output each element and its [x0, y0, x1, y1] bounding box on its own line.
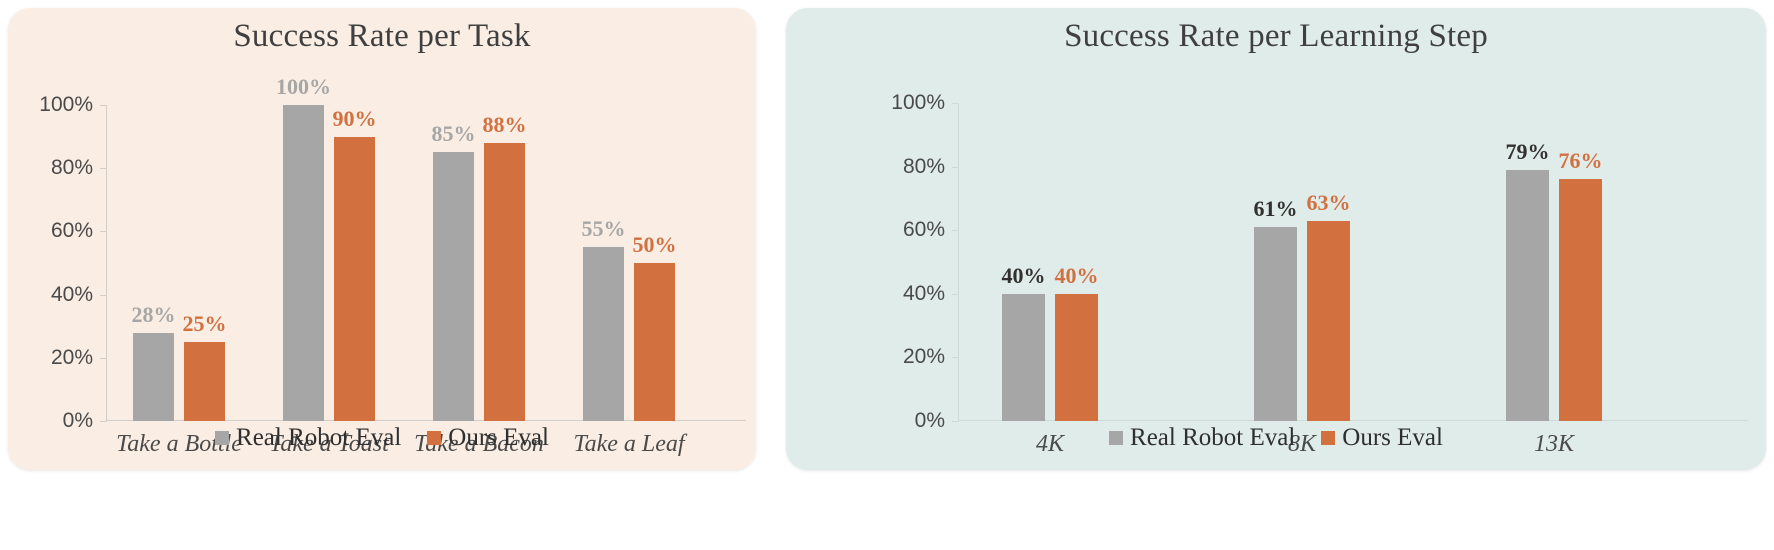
bar-value-label: 50% [632, 232, 677, 257]
bar-real-robot-eval: 61% [1254, 196, 1298, 421]
bar-value-label: 88% [482, 111, 527, 137]
chart-panel-success-rate-per-learning-step: Success Rate per Learning Step 0% 20% 40% 6… [786, 8, 1766, 470]
bar-group: 61% 63% 8K [1254, 103, 1351, 457]
legend-swatch-icon [427, 431, 442, 445]
category-label: 8K [1287, 431, 1317, 457]
bar-value-label: 76% [1558, 148, 1603, 174]
bar-real-robot-eval: 79% [1506, 139, 1550, 421]
bar-value-label: 25% [182, 311, 227, 336]
legend-item-real-robot-eval[interactable]: Real Robot Eval [215, 424, 401, 452]
bar-value-label: 100% [276, 74, 331, 99]
legend-label: Ours Eval [448, 424, 549, 451]
category-label: Take a Toast [269, 431, 389, 457]
legend-item-ours-eval[interactable]: Ours Eval [427, 424, 549, 452]
bar-value-label: 55% [581, 216, 626, 242]
bar-value-label: 79% [1505, 138, 1550, 164]
bar-real-robot-eval: 85% [432, 121, 476, 421]
chart-panel-success-rate-per-task: Success Rate per Task 0% 20% 40% 60% 80% 100%… [8, 8, 756, 470]
y-tick-mark [952, 103, 959, 104]
legend-item-ours-eval[interactable]: Ours Eval [1321, 424, 1443, 452]
y-tick-mark [952, 421, 959, 422]
legend-label: Real Robot Eval [236, 424, 402, 451]
y-tick-label: 60% [902, 218, 945, 242]
y-tick-label: 40% [902, 281, 945, 305]
x-axis-line-left [106, 420, 746, 421]
y-tick-mark [100, 231, 107, 233]
y-tick-mark [952, 357, 959, 359]
legend-label: Ours Eval [1342, 424, 1443, 451]
bar-group: 85% 88% Take a Bacon [414, 105, 544, 457]
bar-value-label: 61% [1253, 196, 1298, 222]
x-axis-line-right [958, 420, 1748, 421]
bar-real-robot-eval: 40% [1002, 263, 1046, 421]
y-tick-mark [952, 166, 959, 168]
bar-real-robot-eval: 100% [276, 74, 331, 421]
plot-area-right: 0% 20% 40% 60% 80% 100% 40% 40% 4K 61% 63% 8K 79% 76… [891, 91, 1748, 457]
bar-real-robot-eval: 55% [582, 216, 626, 421]
legend-label: Real Robot Eval [1130, 424, 1296, 451]
bar-value-label: 28% [131, 301, 176, 327]
chart-title-left: Success Rate per Task [233, 18, 531, 54]
bar-ours-eval: 25% [183, 311, 227, 421]
bar-value-label: 40% [1054, 262, 1099, 288]
y-axis-line-right [958, 103, 959, 421]
y-tick-mark [952, 293, 959, 295]
y-tick-label: 80% [902, 154, 945, 178]
bar-value-label: 63% [1306, 189, 1351, 215]
legend-item-real-robot-eval[interactable]: Real Robot Eval [1109, 424, 1295, 452]
y-tick-mark [100, 168, 107, 170]
bar-real-robot-eval: 28% [132, 302, 176, 421]
y-tick-label: 20% [902, 345, 945, 369]
category-label: Take a Leaf [573, 431, 685, 457]
bar-group: 79% 76% 13K [1506, 103, 1603, 457]
category-label: 13K [1533, 431, 1575, 457]
bar-group: 40% 40% 4K [1002, 103, 1099, 457]
bar-ours-eval: 88% [483, 112, 527, 421]
bar-ours-eval: 76% [1559, 148, 1603, 421]
bar-group: 28% 25% Take a Bottle [116, 105, 242, 457]
bar-value-label: 85% [431, 121, 476, 147]
y-tick-mark [100, 357, 107, 359]
bar-ours-eval: 90% [333, 106, 377, 421]
legend-swatch-icon [1109, 431, 1124, 445]
y-tick-label: 0% [914, 409, 945, 432]
y-tick-label: 20% [50, 345, 93, 369]
chart-title-right: Success Rate per Learning Step [1064, 18, 1488, 54]
plot-area-left: 0% 20% 40% 60% 80% 100% 28% 25% Take a Bottle 10… [39, 74, 746, 457]
legend-swatch-icon [215, 431, 230, 445]
bar-group: 55% 50% Take a Leaf [573, 105, 684, 457]
y-tick-mark [952, 230, 959, 232]
bar-ours-eval: 50% [633, 232, 677, 421]
y-tick-mark [100, 421, 107, 422]
category-label: 4K [1035, 431, 1065, 457]
y-tick-label: 100% [891, 91, 945, 114]
y-tick-mark [100, 294, 107, 296]
bar-group: 100% 90% Take a Toast [269, 74, 389, 457]
legend-swatch-icon [1321, 431, 1336, 445]
y-tick-label: 100% [39, 93, 93, 116]
y-tick-mark [100, 105, 107, 106]
legend-left: Real Robot Eval Ours Eval [8, 424, 756, 452]
y-tick-label: 40% [50, 282, 93, 306]
bar-ours-eval: 63% [1307, 190, 1351, 421]
bar-value-label: 40% [1001, 262, 1046, 288]
bar-value-label: 90% [332, 105, 377, 131]
y-tick-label: 60% [50, 219, 93, 243]
y-axis-line-left [106, 105, 107, 421]
y-tick-label: 80% [50, 156, 93, 180]
legend-right: Real Robot Eval Ours Eval [786, 424, 1766, 452]
bar-ours-eval: 40% [1055, 263, 1099, 421]
y-tick-label: 0% [62, 409, 93, 432]
